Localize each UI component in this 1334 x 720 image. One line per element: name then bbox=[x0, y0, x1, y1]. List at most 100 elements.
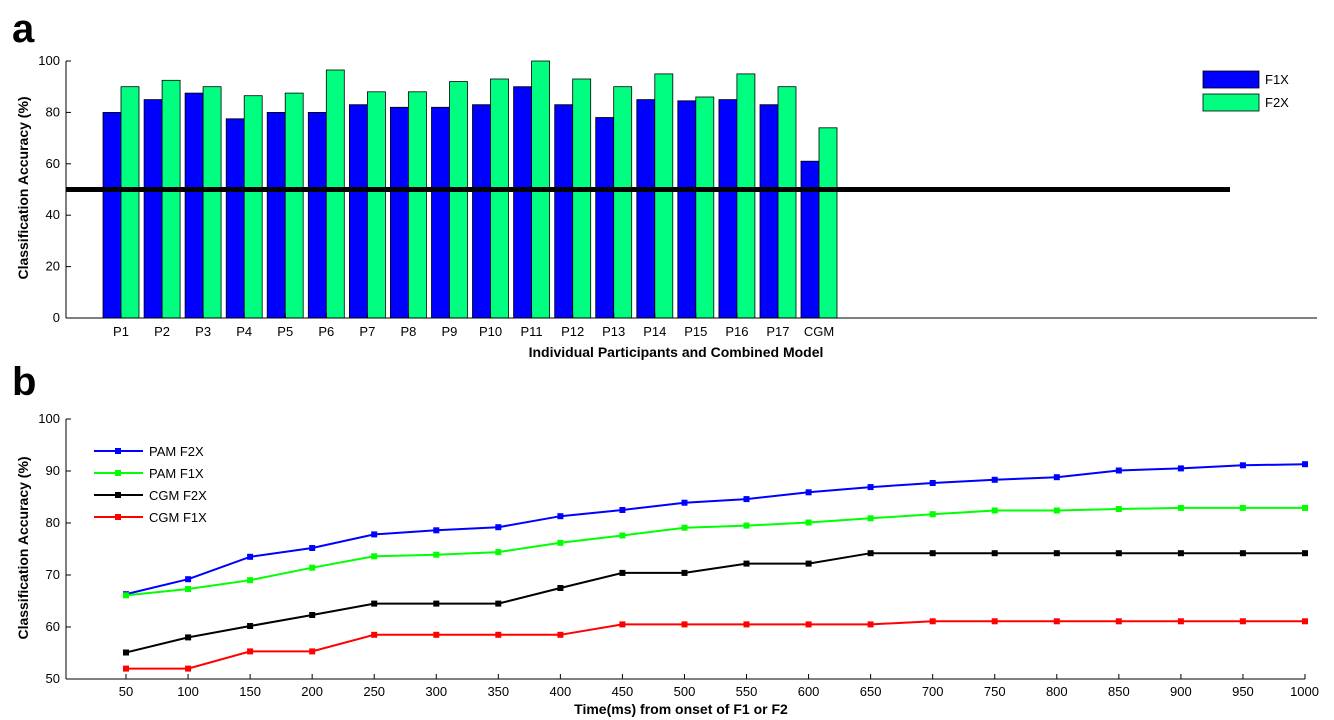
b-xtick-label-850: 850 bbox=[1108, 684, 1130, 699]
bar-f2x-p17 bbox=[777, 86, 797, 319]
legend-swatch-f2x bbox=[1202, 93, 1260, 112]
bar-f1x-p1 bbox=[102, 112, 122, 319]
point-cgm-f2x-900 bbox=[1177, 550, 1184, 557]
legend-entry-pam-f1x: PAM F1X bbox=[94, 466, 204, 481]
point-pam-f1x-550 bbox=[743, 522, 750, 529]
bar-f2x-p1 bbox=[120, 86, 140, 319]
bar-f2x-p13 bbox=[613, 86, 633, 319]
b-xtick-label-50: 50 bbox=[119, 684, 133, 699]
b-xtick-label-100: 100 bbox=[177, 684, 199, 699]
point-cgm-f2x-1000 bbox=[1302, 550, 1308, 557]
point-cgm-f1x-300 bbox=[433, 631, 440, 638]
a-xtick-label-p3: P3 bbox=[195, 324, 211, 339]
point-cgm-f1x-1000 bbox=[1302, 618, 1308, 625]
a-xtick-label-p7: P7 bbox=[359, 324, 375, 339]
bar-f1x-cgm bbox=[800, 160, 820, 319]
point-pam-f2x-900 bbox=[1177, 465, 1184, 472]
point-cgm-f2x-200 bbox=[309, 612, 316, 618]
point-cgm-f1x-700 bbox=[929, 618, 936, 625]
a-xtick-label-p5: P5 bbox=[277, 324, 293, 339]
panel-a-x-axis-label: Individual Participants and Combined Mod… bbox=[529, 344, 824, 360]
panel-b-label: b bbox=[12, 360, 36, 404]
legend-swatch-f1x bbox=[1202, 70, 1260, 89]
point-pam-f1x-950 bbox=[1239, 504, 1246, 511]
panel-a-y-axis-label: Classification Accuracy (%) bbox=[15, 96, 31, 279]
b-xtick-label-900: 900 bbox=[1170, 684, 1192, 699]
point-cgm-f2x-150 bbox=[247, 623, 254, 629]
b-xtick-label-600: 600 bbox=[798, 684, 820, 699]
a-xtick-label-p10: P10 bbox=[479, 324, 502, 339]
point-cgm-f1x-800 bbox=[1053, 618, 1060, 625]
point-pam-f2x-950 bbox=[1239, 462, 1246, 469]
b-xtick-label-200: 200 bbox=[301, 684, 323, 699]
bar-f2x-p3 bbox=[202, 86, 222, 319]
a-ytick-label: 100 bbox=[38, 53, 60, 68]
panel-b-y-axis-label: Classification Accuracy (%) bbox=[15, 456, 31, 639]
b-xtick-label-800: 800 bbox=[1046, 684, 1068, 699]
a-ytick-label: 0 bbox=[53, 310, 60, 325]
b-xtick-label-700: 700 bbox=[922, 684, 944, 699]
a-ytick-label: 20 bbox=[46, 259, 60, 274]
panel-b-x-axis-label: Time(ms) from onset of F1 or F2 bbox=[574, 701, 788, 717]
bar-f1x-p11 bbox=[513, 86, 532, 319]
line-pam-f2x bbox=[125, 463, 1306, 596]
b-xtick-label-650: 650 bbox=[860, 684, 882, 699]
legend-entry-cgm-f2x: CGM F2X bbox=[94, 488, 207, 503]
point-cgm-f2x-550 bbox=[743, 560, 750, 567]
point-pam-f1x-800 bbox=[1053, 507, 1060, 514]
panel-a-legend: F1X F2X bbox=[1202, 70, 1289, 112]
point-cgm-f2x-850 bbox=[1115, 550, 1122, 557]
point-cgm-f1x-100 bbox=[185, 665, 192, 672]
b-ytick-label: 100 bbox=[38, 411, 60, 426]
bar-f2x-p2 bbox=[161, 79, 181, 319]
point-pam-f2x-250 bbox=[371, 531, 378, 538]
point-cgm-f1x-250 bbox=[371, 631, 378, 638]
b-ytick-label: 80 bbox=[46, 515, 60, 530]
b-ytick-label: 50 bbox=[46, 671, 60, 686]
bar-f2x-p6 bbox=[325, 69, 345, 319]
bar-f1x-p15 bbox=[677, 100, 697, 319]
point-cgm-f1x-550 bbox=[743, 621, 750, 628]
point-pam-f1x-200 bbox=[309, 564, 316, 571]
legend-label-pam-f1x: PAM F1X bbox=[149, 466, 204, 481]
bar-f2x-p15 bbox=[695, 96, 715, 319]
point-cgm-f2x-300 bbox=[433, 600, 440, 607]
a-xtick-label-p15: P15 bbox=[684, 324, 707, 339]
point-pam-f1x-1000 bbox=[1302, 504, 1308, 511]
point-pam-f2x-800 bbox=[1053, 474, 1060, 481]
bar-f1x-p6 bbox=[307, 112, 327, 319]
point-cgm-f2x-650 bbox=[867, 550, 874, 557]
b-ytick-label: 60 bbox=[46, 619, 60, 634]
legend-entry-cgm-f1x: CGM F1X bbox=[94, 510, 207, 525]
point-pam-f1x-300 bbox=[433, 551, 440, 558]
point-cgm-f1x-450 bbox=[619, 621, 626, 628]
panel-b-x-ticks: 50 100 150 200 250 300 350 400 450 500 550 600 650 70… bbox=[119, 674, 1319, 699]
bar-f1x-p14 bbox=[636, 99, 656, 319]
bar-f1x-p8 bbox=[389, 106, 409, 319]
b-xtick-label-1000: 1000 bbox=[1290, 684, 1319, 699]
point-pam-f1x-250 bbox=[371, 553, 378, 560]
point-pam-f2x-450 bbox=[619, 507, 626, 513]
a-xtick-label-p1: P1 bbox=[113, 324, 129, 339]
point-pam-f2x-750 bbox=[991, 476, 998, 483]
b-xtick-label-950: 950 bbox=[1232, 684, 1254, 699]
b-xtick-label-550: 550 bbox=[736, 684, 758, 699]
point-cgm-f2x-600 bbox=[805, 560, 812, 567]
point-cgm-f2x-350 bbox=[495, 600, 502, 607]
point-pam-f1x-50 bbox=[123, 592, 129, 599]
panel-b-legend: PAM F2X PAM F1X CGM F2X CGM F1X bbox=[94, 444, 207, 525]
point-pam-f1x-350 bbox=[495, 549, 502, 556]
bar-f1x-p17 bbox=[759, 104, 779, 319]
legend-label-cgm-f1x: CGM F1X bbox=[149, 510, 207, 525]
bar-f1x-p10 bbox=[472, 104, 491, 319]
line-pam-f1x bbox=[125, 506, 1305, 597]
legend-entry-pam-f2x: PAM F2X bbox=[94, 444, 204, 459]
point-cgm-f1x-200 bbox=[309, 648, 316, 655]
point-pam-f2x-150 bbox=[247, 553, 254, 560]
line-cgm-f2x bbox=[125, 552, 1305, 654]
bar-f1x-p13 bbox=[595, 117, 615, 319]
b-xtick-label-300: 300 bbox=[425, 684, 447, 699]
point-pam-f2x-600 bbox=[805, 489, 812, 496]
point-pam-f1x-750 bbox=[991, 507, 998, 514]
